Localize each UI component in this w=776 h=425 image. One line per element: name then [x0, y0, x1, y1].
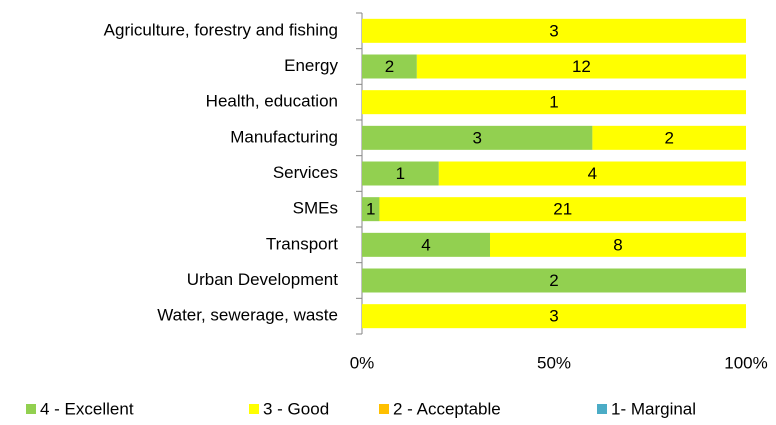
data-label: 3 [549, 307, 558, 326]
data-label: 3 [549, 21, 558, 40]
legend-label: 1- Marginal [611, 399, 696, 418]
bar-segment [362, 161, 439, 186]
x-tick-label: 50% [537, 353, 571, 372]
x-tick-label: 0% [350, 353, 375, 372]
data-label: 3 [472, 128, 481, 147]
data-label: 8 [613, 235, 622, 254]
data-label: 1 [396, 164, 405, 183]
legend-label: 4 - Excellent [40, 399, 134, 418]
bar-segment [592, 125, 746, 150]
data-label: 12 [572, 57, 591, 76]
bar-segment [416, 54, 746, 79]
data-label: 1 [549, 93, 558, 112]
bar-segment [362, 268, 746, 293]
data-label: 2 [385, 57, 394, 76]
y-tick-label: Urban Development [187, 270, 338, 289]
legend-label: 3 - Good [263, 399, 329, 418]
bar-segment [362, 18, 746, 43]
data-label: 2 [549, 271, 558, 290]
y-tick-label: Water, sewerage, waste [157, 306, 338, 325]
legend-swatch [26, 404, 36, 414]
bar-segment [362, 125, 593, 150]
data-label: 1 [366, 200, 375, 219]
bar-segment [379, 197, 746, 222]
bar-segment [490, 232, 746, 257]
y-tick-label: Health, education [206, 92, 338, 111]
y-tick-label: SMEs [293, 199, 338, 218]
bar-segment [438, 161, 746, 186]
y-tick-label: Agriculture, forestry and fishing [104, 20, 338, 39]
legend-swatch [249, 404, 259, 414]
bar-segment [362, 197, 380, 222]
bar-segment [362, 90, 746, 115]
data-label: 21 [553, 200, 572, 219]
y-tick-label: Manufacturing [230, 127, 338, 146]
data-label: 2 [664, 128, 673, 147]
legend-label: 2 - Acceptable [393, 399, 501, 418]
y-tick-label: Services [273, 163, 338, 182]
bar-segment [362, 232, 490, 257]
data-label: 4 [588, 164, 597, 183]
y-tick-label: Transport [266, 234, 338, 253]
bar-segment [362, 54, 417, 79]
data-label: 4 [421, 235, 430, 254]
x-tick-label: 100% [724, 353, 767, 372]
y-tick-label: Energy [284, 56, 338, 75]
legend-swatch [597, 404, 607, 414]
bar-segment [362, 304, 746, 329]
legend-swatch [379, 404, 389, 414]
